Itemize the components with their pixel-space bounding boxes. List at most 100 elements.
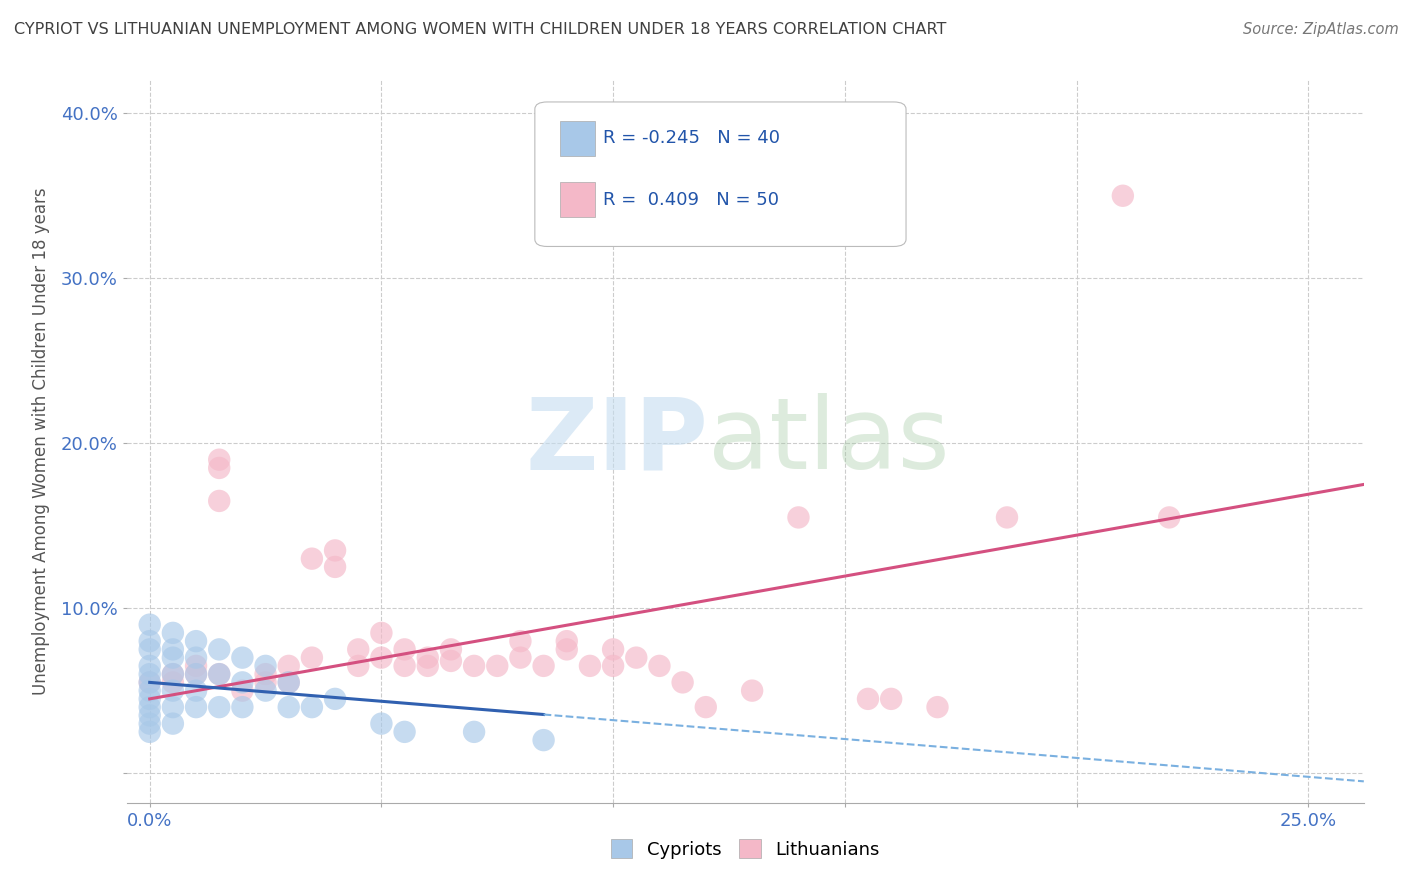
Point [509,650,531,665]
Point [602,659,624,673]
Point [602,642,624,657]
Point [138,691,160,706]
Point [301,650,323,665]
Point [162,700,184,714]
Point [463,659,485,673]
Point [208,461,231,475]
Point [138,675,160,690]
Point [138,708,160,723]
Point [138,634,160,648]
Point [856,691,879,706]
Point [301,700,323,714]
Point [138,683,160,698]
Point [323,560,346,574]
Point [626,650,648,665]
Point [695,700,717,714]
Point [231,675,253,690]
Point [347,659,370,673]
Point [555,634,578,648]
FancyBboxPatch shape [560,120,596,156]
Point [138,642,160,657]
Point [231,650,253,665]
Point [184,700,207,714]
Point [254,683,277,698]
Legend: Cypriots, Lithuanians: Cypriots, Lithuanians [603,832,887,866]
Point [741,683,763,698]
Point [370,716,392,731]
Point [277,675,299,690]
Text: atlas: atlas [709,393,949,490]
Point [208,642,231,657]
Point [138,667,160,681]
Point [208,667,231,681]
Point [208,452,231,467]
Point [277,659,299,673]
Point [231,700,253,714]
Point [486,659,509,673]
Point [440,654,463,668]
Point [555,642,578,657]
Point [323,691,346,706]
Point [184,667,207,681]
Point [347,642,370,657]
Point [277,700,299,714]
Point [254,667,277,681]
Point [301,551,323,566]
Point [509,634,531,648]
Point [184,659,207,673]
Point [1112,188,1135,202]
Point [231,683,253,698]
Point [162,683,184,698]
Point [254,659,277,673]
Point [416,650,439,665]
Point [208,700,231,714]
Point [162,642,184,657]
Point [162,667,184,681]
Point [880,691,903,706]
Point [138,617,160,632]
Point [138,724,160,739]
Point [254,675,277,690]
Point [162,667,184,681]
Point [162,675,184,690]
Text: ZIP: ZIP [526,393,709,490]
Point [648,659,671,673]
Point [463,724,485,739]
Text: Source: ZipAtlas.com: Source: ZipAtlas.com [1243,22,1399,37]
Point [208,667,231,681]
Point [440,642,463,657]
Point [208,494,231,508]
Point [138,659,160,673]
Point [927,700,949,714]
Point [277,675,299,690]
Point [184,634,207,648]
Point [672,675,695,690]
Point [394,724,416,739]
Text: CYPRIOT VS LITHUANIAN UNEMPLOYMENT AMONG WOMEN WITH CHILDREN UNDER 18 YEARS CORR: CYPRIOT VS LITHUANIAN UNEMPLOYMENT AMONG… [14,22,946,37]
Point [370,626,392,640]
Y-axis label: Unemployment Among Women with Children Under 18 years: Unemployment Among Women with Children U… [31,187,49,696]
Point [370,650,392,665]
Point [533,659,555,673]
Point [533,733,555,747]
Point [138,675,160,690]
Point [184,667,207,681]
FancyBboxPatch shape [560,182,596,218]
Point [323,543,346,558]
Point [416,659,439,673]
Point [394,642,416,657]
Point [184,650,207,665]
Point [579,659,602,673]
FancyBboxPatch shape [534,102,905,246]
Text: R = -0.245   N = 40: R = -0.245 N = 40 [603,129,780,147]
Point [394,659,416,673]
Point [1159,510,1181,524]
Text: R =  0.409   N = 50: R = 0.409 N = 50 [603,191,779,209]
Point [184,683,207,698]
Point [138,700,160,714]
Point [995,510,1018,524]
Point [138,716,160,731]
Point [162,716,184,731]
Point [162,626,184,640]
Point [162,650,184,665]
